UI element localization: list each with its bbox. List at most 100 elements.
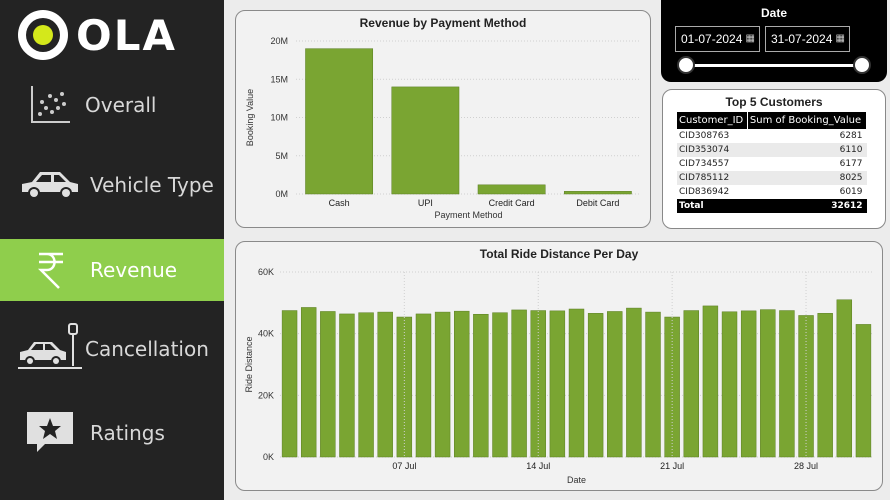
revenue-chart-title: Revenue by Payment Method: [359, 16, 527, 30]
bar: [568, 308, 585, 458]
revenue-chart-panel: Revenue by Payment Method 0M 5M 10M 15M 20M C…: [235, 10, 651, 228]
booking-value-cell: 6019: [839, 187, 863, 197]
scatter-chart-icon: [18, 80, 82, 130]
end-date-value: 31-07-2024: [771, 32, 833, 46]
table-row: CID353074 6110: [677, 143, 867, 157]
start-date-input[interactable]: 01-07-2024 ▦: [675, 26, 760, 52]
distance-chart-title: Total Ride Distance Per Day: [479, 247, 639, 261]
column-header-booking-value[interactable]: Sum of Booking_Value: [747, 112, 868, 129]
bar: [281, 310, 298, 458]
nav-item-overall[interactable]: Overall: [0, 74, 224, 136]
nav-label-ratings: Ratings: [90, 421, 165, 445]
bar: [645, 311, 661, 458]
booking-value-cell: 8025: [747, 171, 867, 185]
bar: [320, 311, 336, 458]
customer-id-cell: CID785112: [677, 171, 748, 185]
nav-label-cancellation: Cancellation: [85, 337, 209, 361]
x-tick-label: UPI: [418, 198, 433, 208]
column-header-customer-id[interactable]: Customer_ID: [677, 112, 748, 129]
car-accident-icon: [18, 323, 82, 374]
calendar-icon[interactable]: ▦: [745, 33, 755, 44]
car-icon: [18, 160, 82, 210]
x-tick-label: 14 Jul: [526, 461, 550, 471]
bar: [511, 309, 527, 458]
date-slider-start-handle[interactable]: [677, 56, 695, 74]
date-filter-title: Date: [760, 6, 787, 20]
calendar-icon[interactable]: ▦: [835, 33, 845, 44]
bar: [760, 309, 776, 458]
y-tick-label: 5M: [275, 151, 288, 161]
end-date-input[interactable]: 31-07-2024 ▦: [765, 26, 850, 52]
distance-chart-panel: Total Ride Distance Per Day 0K 20K 40K 60K 0…: [235, 241, 883, 491]
ola-logo-icon: [18, 10, 68, 60]
bar: [305, 48, 374, 195]
total-label: Total: [677, 199, 748, 213]
nav-item-ratings[interactable]: Ratings: [0, 402, 224, 464]
bar: [477, 184, 546, 195]
bar: [836, 299, 853, 458]
bar: [626, 307, 642, 458]
bar: [779, 310, 795, 458]
x-tick-label: 07 Jul: [392, 461, 416, 471]
nav-label-revenue: Revenue: [90, 258, 178, 282]
bar: [683, 310, 699, 458]
bar: [473, 313, 489, 458]
total-value: 32612: [747, 199, 867, 213]
distance-chart: 0K 20K 40K 60K 07 Jul 14 Jul 21 Jul 28 Jul Date R…: [244, 267, 873, 485]
y-tick-label: 40K: [258, 329, 274, 339]
y-tick-label: 15M: [270, 74, 288, 84]
bar: [563, 191, 632, 195]
x-axis-label: Date: [567, 475, 586, 485]
y-tick-label: 0K: [263, 452, 274, 462]
date-filter-panel: Date 01-07-2024 ▦ 31-07-2024 ▦: [661, 0, 887, 82]
bar: [817, 313, 833, 458]
date-slider-end-handle[interactable]: [853, 56, 871, 74]
bar: [358, 312, 374, 458]
table-row: CID734557 6177: [677, 157, 867, 171]
y-tick-label: 10M: [270, 113, 288, 123]
top-customers-table: Customer_ID Sum of Booking_Value CID3087…: [677, 112, 868, 213]
total-row: Total 32612: [677, 199, 867, 213]
sidebar: OLA Overall Vehicle Type: [0, 0, 224, 500]
bar: [740, 310, 757, 458]
ola-logo: OLA: [18, 10, 177, 60]
top-customers-panel: Top 5 Customers Customer_ID Sum of Booki…: [662, 89, 886, 229]
y-tick-label: 0M: [275, 189, 288, 199]
x-tick-label: 28 Jul: [794, 461, 818, 471]
nav-item-cancellation[interactable]: Cancellation: [0, 318, 224, 380]
y-axis-label: Ride Distance: [244, 336, 254, 392]
brand-name: OLA: [76, 10, 177, 60]
booking-value-cell: 6110: [747, 143, 867, 157]
bar: [434, 311, 451, 458]
bar: [377, 311, 393, 458]
table-row: CID785112 8025: [677, 171, 867, 185]
y-axis-label: Booking Value: [245, 89, 255, 146]
bar: [607, 311, 623, 458]
bar: [300, 307, 317, 458]
bar: [855, 324, 872, 458]
booking-value-cell: 6177: [839, 159, 863, 169]
bar: [702, 305, 719, 458]
nav-item-vehicle-type[interactable]: Vehicle Type: [0, 154, 224, 216]
revenue-chart: 0M 5M 10M 15M 20M Cash UPI Credit Card Debit Car…: [245, 36, 641, 220]
bar: [587, 313, 604, 458]
y-tick-label: 20M: [270, 36, 288, 46]
bar: [391, 86, 460, 195]
booking-value-cell: 6281: [839, 131, 863, 141]
nav-label-vehicle-type: Vehicle Type: [90, 173, 214, 197]
customer-id-cell: CID836942: [679, 187, 730, 197]
x-tick-label: 21 Jul: [660, 461, 684, 471]
star-comment-icon: [18, 408, 82, 458]
nav-item-revenue[interactable]: Revenue: [0, 239, 224, 301]
date-slider-track[interactable]: [685, 64, 863, 67]
bar: [339, 313, 355, 458]
x-tick-label: Credit Card: [489, 198, 535, 208]
bar: [721, 311, 738, 458]
bar: [454, 310, 470, 458]
top-customers-title: Top 5 Customers: [725, 95, 823, 109]
nav-label-overall: Overall: [85, 93, 157, 117]
customer-id-cell: CID308763: [679, 131, 730, 141]
x-axis-label: Payment Method: [434, 210, 502, 220]
y-tick-label: 20K: [258, 390, 274, 400]
x-tick-label: Debit Card: [576, 198, 619, 208]
